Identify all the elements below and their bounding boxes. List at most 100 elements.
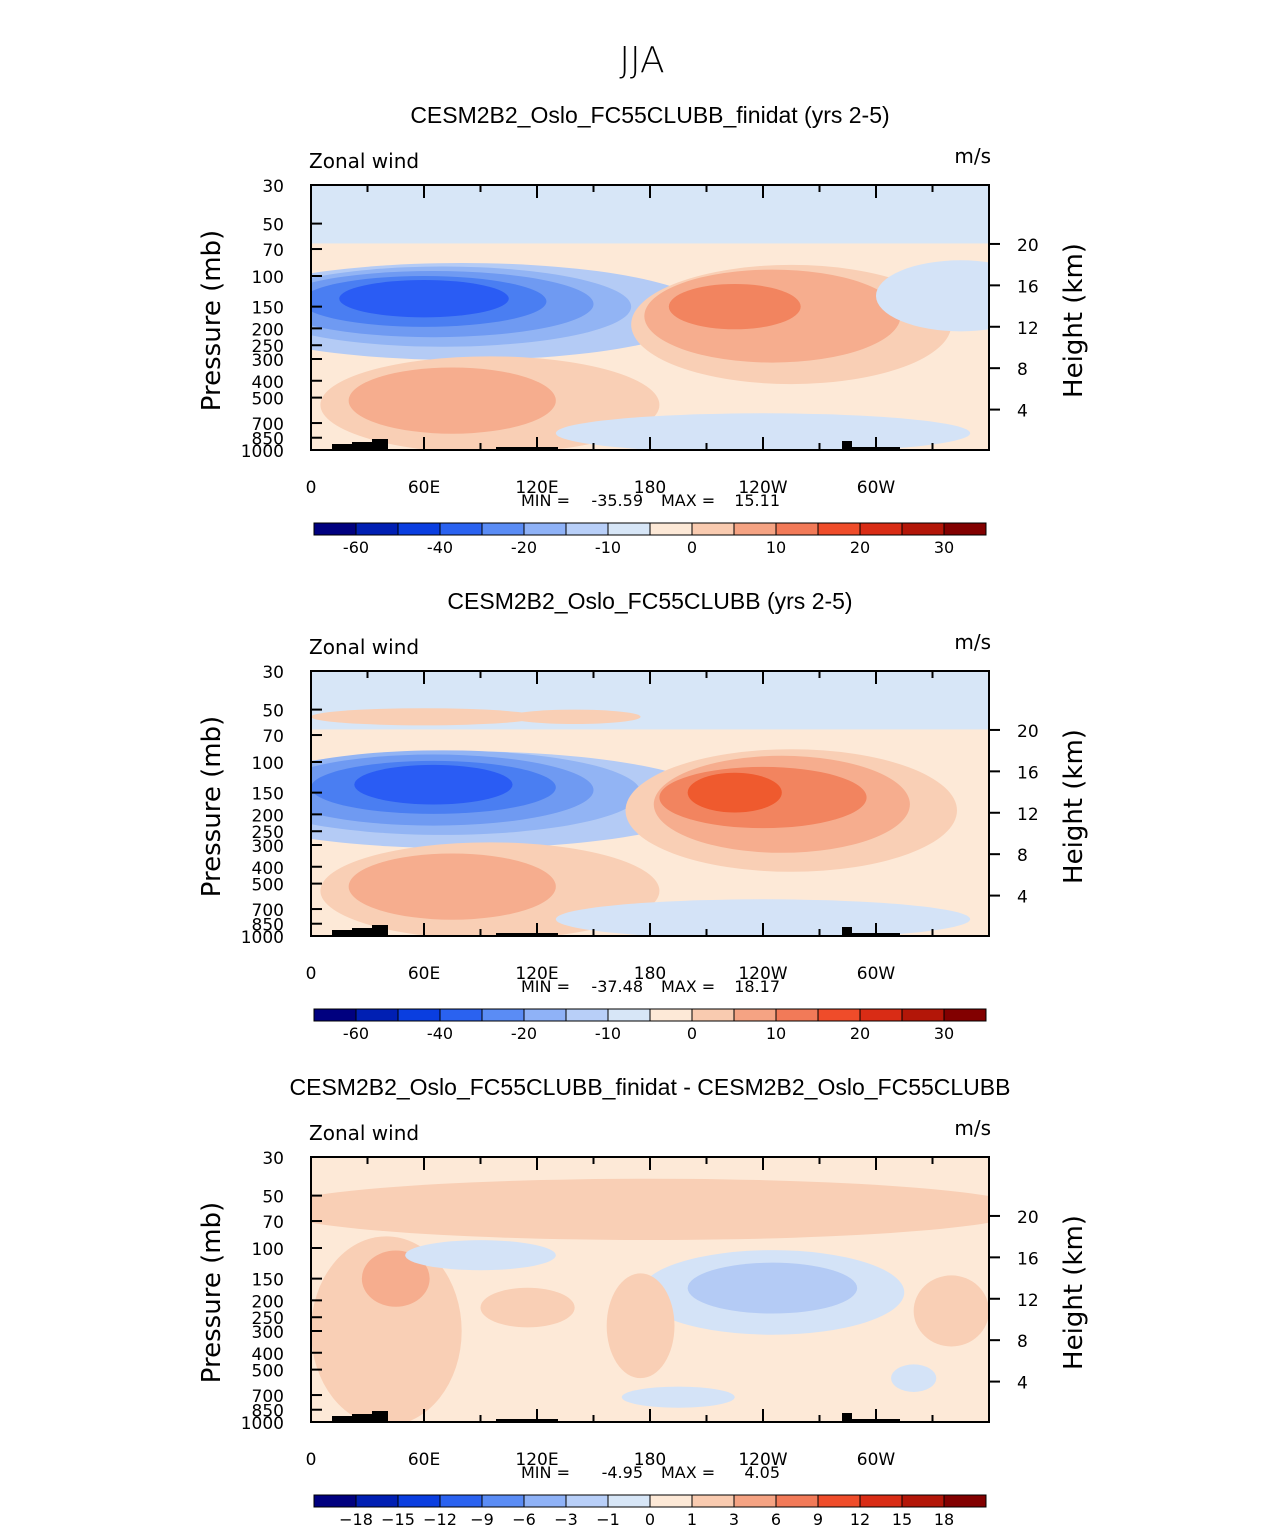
contour-westerly bbox=[687, 772, 782, 813]
contour-field bbox=[311, 1157, 989, 1422]
figure-title: JJA bbox=[619, 40, 664, 81]
y-tick-label: 100 bbox=[252, 1240, 284, 1260]
max-value: 4.05 bbox=[744, 1463, 780, 1482]
y-tick-label: 30 bbox=[262, 663, 284, 683]
colorbar-box bbox=[733, 1494, 777, 1508]
colorbar-label: 12 bbox=[850, 1510, 870, 1529]
x-tick-label: 180 bbox=[634, 964, 666, 984]
panel-3: CESM2B2_Oslo_FC55CLUBB_finidat - CESM2B2… bbox=[197, 1074, 1089, 1529]
min-label: MIN = bbox=[521, 491, 570, 510]
colorbar-box bbox=[355, 1008, 399, 1022]
colorbar-label: −15 bbox=[381, 1510, 415, 1529]
y-tick-label: 1000 bbox=[241, 442, 284, 462]
topography-block bbox=[372, 1411, 388, 1422]
y-tick-label: 700 bbox=[252, 1387, 284, 1407]
colorbar-box bbox=[901, 1494, 945, 1508]
contour-easterly bbox=[891, 1364, 937, 1392]
contour-westerly bbox=[311, 708, 537, 726]
colorbar-label: 15 bbox=[892, 1510, 912, 1529]
colorbar-box bbox=[439, 1494, 483, 1508]
topography-block bbox=[372, 925, 388, 936]
y-tick-label-right: 20 bbox=[1017, 1208, 1039, 1228]
contour-easterly bbox=[555, 413, 971, 450]
colorbar-label: -20 bbox=[511, 1024, 537, 1043]
topography-block bbox=[352, 1414, 372, 1422]
max-value: 15.11 bbox=[734, 491, 780, 510]
colorbar-label: 20 bbox=[850, 1024, 870, 1043]
colorbar-box bbox=[565, 1494, 609, 1508]
colorbar-box bbox=[733, 522, 777, 536]
y-tick-label: 50 bbox=[262, 1188, 284, 1208]
colorbar-label: -10 bbox=[595, 1024, 621, 1043]
topography-block bbox=[842, 441, 852, 450]
y-tick-label-right: 8 bbox=[1017, 846, 1028, 866]
x-tick-label: 120W bbox=[738, 478, 787, 498]
y-tick-label-right: 16 bbox=[1017, 1249, 1039, 1269]
colorbar-label: 0 bbox=[687, 1024, 697, 1043]
colorbar-label: 1 bbox=[687, 1510, 697, 1529]
colorbar-box bbox=[355, 522, 399, 536]
panel-title: CESM2B2_Oslo_FC55CLUBB (yrs 2-5) bbox=[447, 588, 852, 614]
colorbar-box bbox=[397, 1494, 441, 1508]
y-tick-label-right: 12 bbox=[1017, 319, 1039, 339]
x-tick-label: 0 bbox=[306, 964, 317, 984]
y-tick-label: 700 bbox=[252, 415, 284, 435]
colorbar-label: -40 bbox=[427, 1024, 453, 1043]
y-tick-label-right: 4 bbox=[1017, 402, 1028, 422]
y-tick-label: 30 bbox=[262, 177, 284, 197]
y-axis-label: Pressure (mb) bbox=[197, 1202, 227, 1383]
contour-westerly bbox=[348, 853, 556, 920]
y-tick-label: 400 bbox=[252, 1345, 284, 1365]
unit-label: m/s bbox=[954, 144, 991, 168]
colorbar-box bbox=[313, 1008, 357, 1022]
x-tick-label: 60E bbox=[408, 964, 440, 984]
y-tick-label-right: 16 bbox=[1017, 763, 1039, 783]
x-tick-label: 60W bbox=[857, 964, 896, 984]
contour-westerly bbox=[480, 1287, 575, 1328]
y-tick-label-right: 4 bbox=[1017, 1374, 1028, 1394]
y-tick-label: 300 bbox=[252, 837, 284, 857]
left-label: Zonal wind bbox=[309, 149, 419, 173]
y-tick-label: 300 bbox=[252, 1323, 284, 1343]
topography-block bbox=[352, 928, 372, 936]
colorbar-box bbox=[481, 1494, 525, 1508]
panel-title: CESM2B2_Oslo_FC55CLUBB_finidat (yrs 2-5) bbox=[410, 102, 889, 128]
y-tick-label: 100 bbox=[252, 754, 284, 774]
topography-block bbox=[496, 1419, 558, 1422]
min-value: -4.95 bbox=[602, 1463, 643, 1482]
contour-field bbox=[311, 185, 989, 450]
y-tick-label: 200 bbox=[252, 1292, 284, 1312]
y-tick-label: 150 bbox=[252, 1271, 284, 1291]
y-tick-label: 250 bbox=[252, 823, 284, 843]
contour-westerly bbox=[348, 367, 556, 434]
panel-2: CESM2B2_Oslo_FC55CLUBB (yrs 2-5) 0 60E 120E… bbox=[197, 588, 1089, 1043]
colorbar-label: −6 bbox=[512, 1510, 536, 1529]
colorbar-box bbox=[901, 522, 945, 536]
max-label: MAX = bbox=[661, 977, 715, 996]
contour-easterly bbox=[687, 1262, 858, 1314]
y-axis-label-right: Height (km) bbox=[1059, 243, 1089, 398]
colorbar-label: 0 bbox=[645, 1510, 655, 1529]
colorbar-box bbox=[565, 1008, 609, 1022]
y-tick-label: 850 bbox=[252, 916, 284, 936]
colorbar-box bbox=[943, 1008, 987, 1022]
y-tick-label: 1000 bbox=[241, 1414, 284, 1434]
topography-block bbox=[842, 1413, 852, 1422]
max-value: 18.17 bbox=[734, 977, 780, 996]
y-axis-label: Pressure (mb) bbox=[197, 716, 227, 897]
left-label: Zonal wind bbox=[309, 1121, 419, 1145]
y-tick-label: 70 bbox=[262, 727, 284, 747]
x-tick-label: 60E bbox=[408, 1450, 440, 1470]
y-tick-label: 850 bbox=[252, 430, 284, 450]
x-tick-label: 120E bbox=[515, 964, 558, 984]
max-label: MAX = bbox=[661, 1463, 715, 1482]
colorbar-label: 6 bbox=[771, 1510, 781, 1529]
unit-label: m/s bbox=[954, 1116, 991, 1140]
y-tick-label: 1000 bbox=[241, 928, 284, 948]
y-tick-label: 30 bbox=[262, 1149, 284, 1169]
y-tick-label: 70 bbox=[262, 1213, 284, 1233]
colorbar-box bbox=[775, 522, 819, 536]
x-tick-label: 60E bbox=[408, 478, 440, 498]
colorbar-label: 0 bbox=[687, 538, 697, 557]
colorbar-box bbox=[439, 522, 483, 536]
